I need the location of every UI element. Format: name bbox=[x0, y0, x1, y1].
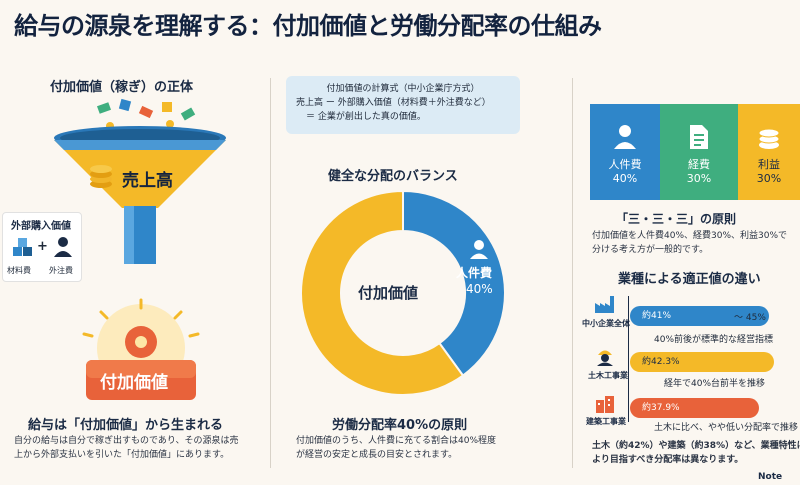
rule-text-2: 分ける考え方が一般的です。 bbox=[592, 245, 709, 255]
donut-slice-1 bbox=[300, 189, 465, 396]
construction-worker-icon bbox=[597, 350, 613, 366]
card-personnel: 人件費 40% bbox=[590, 104, 660, 200]
funnel-label: 売上高 bbox=[122, 171, 173, 191]
industry-bar-building-label: 約37.9% bbox=[642, 403, 680, 413]
funnel-illustration bbox=[54, 98, 226, 264]
materials-icon bbox=[13, 238, 32, 256]
card-profit-value: 30% bbox=[756, 172, 782, 185]
coins-icon bbox=[90, 165, 112, 188]
page-title: 給与の源泉を理解する：付加価値と労働分配率の仕組み bbox=[14, 12, 602, 40]
industry-sme-extra: 〜 45% bbox=[734, 313, 766, 323]
donut-slice-label: 人件費 bbox=[456, 266, 493, 280]
industry-summary-1: 土木（約42%）や建築（約38%）など、業種特性に bbox=[592, 441, 800, 451]
industry-name-civil: 土木工事業 bbox=[588, 371, 628, 380]
industry-heading: 業種による適正値の違い bbox=[618, 272, 761, 287]
card-expenses-label: 経費 bbox=[688, 158, 710, 171]
divider-right bbox=[572, 78, 573, 468]
rule-text-1: 付加価値を人件費40%、経費30%、利益30%で bbox=[592, 231, 788, 241]
external-purchase-title: 外部購入価値 bbox=[11, 221, 71, 232]
formula-line-1: 売上高 ー 外部購入価値（材料費＋外注費など） bbox=[296, 98, 491, 108]
card-profit-label: 利益 bbox=[758, 158, 780, 171]
materials-label: 材料費 bbox=[7, 266, 31, 275]
formula-box: 付加価値の計算式（中小企業庁方式） 売上高 ー 外部購入価値（材料費＋外注費など… bbox=[286, 76, 520, 134]
labor-share-text-2: が経営の安定と成長の目安とされます。 bbox=[296, 450, 458, 460]
industry-civil-note: 経年で40%台前半を推移 bbox=[664, 379, 766, 389]
industry-bar-civil-label: 約42.3% bbox=[642, 357, 680, 367]
person-icon bbox=[470, 240, 488, 259]
industry-bar-civil: 約42.3% bbox=[630, 352, 774, 372]
divider-left bbox=[270, 78, 271, 468]
salary-source-text-2: 上から外部支払いを引いた「付加価値」にあります。 bbox=[14, 450, 230, 460]
card-expenses-value: 30% bbox=[686, 172, 712, 185]
industry-bar-sme: 約41% bbox=[630, 306, 769, 326]
industry-bar-building: 約37.9% bbox=[630, 398, 759, 418]
industry-name-sme: 中小企業全体 bbox=[582, 319, 630, 328]
distribution-donut-chart bbox=[300, 189, 506, 396]
industry-building-note: 土木に比べ、やや低い分配率で推移 bbox=[654, 423, 799, 433]
industry-sme-note: 40%前後が標準的な経営指標 bbox=[654, 335, 774, 345]
building-icon bbox=[596, 396, 614, 413]
card-personnel-value: 40% bbox=[612, 172, 638, 185]
card-expenses: 経費 30% bbox=[660, 104, 738, 200]
external-purchase-box: 外部購入価値 + 材料費 外注費 bbox=[2, 212, 82, 282]
salary-source-text-1: 自分の給与は自分で稼ぎ出すものであり、その源泉は売 bbox=[14, 436, 239, 446]
subcontract-label: 外注費 bbox=[49, 266, 73, 275]
formula-line-2: ＝ 企業が創出した真の価値。 bbox=[306, 112, 426, 122]
note-watermark: Note bbox=[758, 472, 783, 482]
person-icon bbox=[614, 125, 636, 149]
value-origin-heading: 付加価値（稼ぎ）の正体 bbox=[50, 80, 194, 95]
industry-name-building: 建築工事業 bbox=[586, 417, 626, 426]
card-profit: 利益 30% bbox=[738, 104, 800, 200]
card-personnel-label: 人件費 bbox=[608, 158, 642, 171]
donut-slice-0 bbox=[402, 189, 506, 377]
industry-bar-sme-label: 約41% bbox=[642, 311, 672, 321]
rule-heading: 「三・三・三」の原則 bbox=[616, 212, 737, 226]
donut-center-label: 付加価値 bbox=[358, 284, 419, 302]
factory-icon bbox=[595, 296, 614, 313]
plus-sign: + bbox=[37, 239, 48, 254]
industry-axis bbox=[628, 296, 629, 422]
worker-icon bbox=[54, 237, 72, 257]
salary-source-heading: 給与は「付加価値」から生まれる bbox=[28, 418, 224, 433]
document-icon bbox=[690, 125, 708, 149]
coins-icon bbox=[758, 128, 780, 149]
formula-title: 付加価値の計算式（中小企業庁方式） bbox=[326, 84, 480, 94]
labor-share-text-1: 付加価値のうち、人件費に充てる割合は40%程度 bbox=[296, 436, 497, 446]
balance-heading: 健全な分配のバランス bbox=[328, 169, 458, 184]
added-value-badge: 付加価値 bbox=[100, 373, 168, 393]
added-value-badge-graphic bbox=[82, 298, 200, 400]
labor-share-heading: 労働分配率40%の原則 bbox=[332, 418, 468, 433]
industry-summary-2: より目指すべき分配率は異なります。 bbox=[592, 455, 744, 465]
donut-slice-value: 40% bbox=[466, 282, 493, 296]
